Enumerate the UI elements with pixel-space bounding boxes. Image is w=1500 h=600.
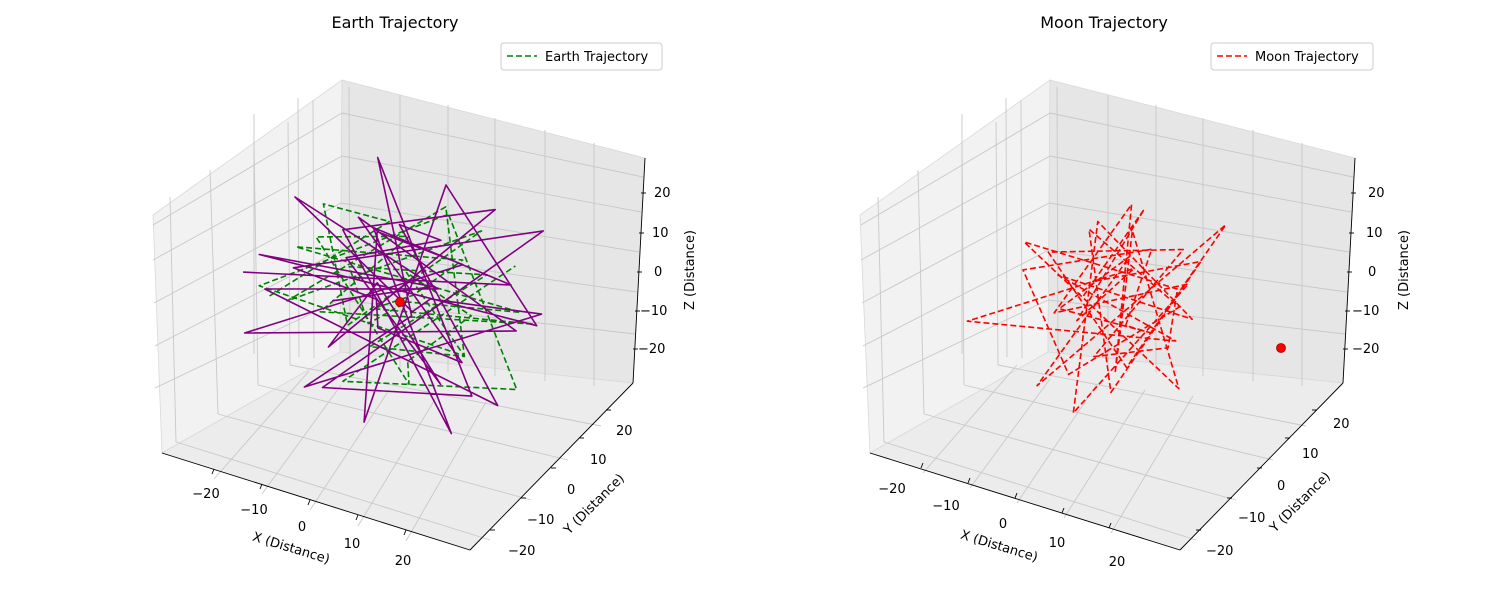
- y-tick-label: −10: [527, 513, 554, 528]
- tick-marks: [920, 192, 1356, 531]
- y-tick-label: 0: [567, 483, 575, 498]
- x-tick-label: −10: [240, 503, 267, 518]
- z-tick-labels: 20 10 0 −10 −20: [638, 186, 671, 357]
- z-tick-label: 10: [652, 226, 669, 241]
- y-axis-label: Y (Distance): [561, 471, 628, 538]
- back-pane: [339, 79, 646, 384]
- y-tick-label: 0: [1277, 479, 1285, 494]
- plot-area: [966, 203, 1286, 414]
- z-tick-label: 0: [1368, 265, 1376, 280]
- x-tick-label: 20: [395, 554, 412, 569]
- x-tick-label: 10: [1049, 536, 1066, 551]
- z-tick-label: −10: [640, 304, 667, 319]
- legend-box: [1210, 42, 1374, 71]
- series-line-unnamed-1: [243, 156, 545, 435]
- position-marker: [395, 297, 405, 307]
- y-tick-label: −20: [508, 544, 535, 559]
- x-axis-label: X (Distance): [959, 528, 1040, 566]
- x-axis-line: [869, 452, 1181, 551]
- position-marker: [1276, 343, 1286, 353]
- z-tick-label: −10: [1352, 304, 1379, 319]
- grid-lines: [152, 86, 644, 542]
- series-line-earth-trajectory: [258, 203, 535, 391]
- x-axis-line: [161, 452, 471, 551]
- legend-box: [500, 42, 663, 71]
- x-tick-label: 0: [999, 517, 1007, 532]
- y-tick-labels: −20 −10 0 10 20: [1206, 417, 1350, 559]
- chart-title: Earth Trajectory: [332, 13, 459, 32]
- x-tick-labels: −20 −10 0 10 20: [192, 487, 411, 569]
- moon-chart: Moon Trajectory: [859, 13, 1412, 570]
- z-tick-labels: 20 10 0 −10 −20: [1352, 186, 1385, 357]
- x-tick-label: −20: [878, 482, 905, 497]
- z-axis-line: [1342, 157, 1356, 384]
- y-tick-label: −20: [1206, 544, 1233, 559]
- legend-label: Moon Trajectory: [1255, 50, 1359, 65]
- series-line-moon-trajectory: [966, 203, 1227, 414]
- y-tick-label: −10: [1238, 511, 1265, 526]
- z-tick-label: 20: [654, 186, 671, 201]
- y-tick-labels: −20 −10 0 10 20: [508, 424, 633, 559]
- legend: Moon Trajectory: [1210, 42, 1374, 71]
- y-tick-label: 10: [590, 453, 607, 468]
- z-axis-line: [632, 157, 646, 384]
- x-tick-label: 0: [298, 520, 306, 535]
- y-axis-line: [1179, 382, 1344, 551]
- tick-marks: [211, 192, 646, 536]
- z-tick-label: 10: [1366, 226, 1383, 241]
- earth-chart: Earth Trajectory: [152, 13, 698, 569]
- z-tick-label: −20: [1352, 342, 1379, 357]
- y-tick-label: 10: [1302, 447, 1319, 462]
- x-tick-label: −10: [932, 499, 959, 514]
- x-tick-label: 20: [1109, 555, 1126, 570]
- x-tick-labels: −20 −10 0 10 20: [878, 482, 1125, 570]
- x-axis-label: X (Distance): [251, 530, 332, 568]
- y-axis-line: [469, 382, 634, 551]
- chart-title: Moon Trajectory: [1040, 13, 1168, 32]
- x-tick-label: 10: [344, 537, 361, 552]
- z-tick-label: 20: [1368, 186, 1385, 201]
- y-tick-label: 20: [1333, 417, 1350, 432]
- legend-label: Earth Trajectory: [545, 50, 648, 65]
- z-tick-label: 0: [654, 265, 662, 280]
- z-axis-label: Z (Distance): [1397, 230, 1412, 310]
- y-tick-label: 20: [616, 424, 633, 439]
- x-tick-label: −20: [192, 487, 219, 502]
- legend: Earth Trajectory: [500, 42, 663, 71]
- z-axis-label: Z (Distance): [683, 230, 698, 310]
- plot-area: [243, 156, 545, 435]
- z-tick-label: −20: [638, 342, 665, 357]
